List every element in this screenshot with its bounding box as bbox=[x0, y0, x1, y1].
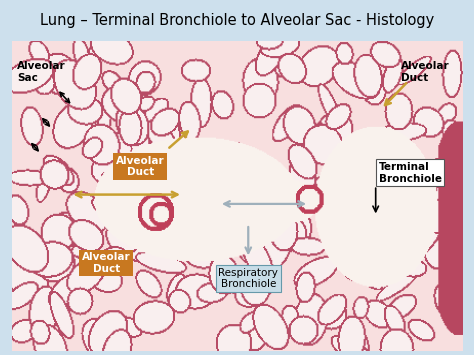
Text: Respiratory
Bronchiole: Respiratory Bronchiole bbox=[219, 268, 278, 289]
Text: Alveolar
Duct: Alveolar Duct bbox=[116, 156, 164, 178]
Text: Lung – Terminal Bronchiole to Alveolar Sac - Histology: Lung – Terminal Bronchiole to Alveolar S… bbox=[40, 13, 434, 28]
Text: Alveolar
Sac: Alveolar Sac bbox=[17, 61, 66, 83]
Text: Alveolar
Duct: Alveolar Duct bbox=[401, 61, 450, 83]
Text: Alveolar
Duct: Alveolar Duct bbox=[82, 252, 131, 274]
Text: Terminal
Bronchiole: Terminal Bronchiole bbox=[379, 162, 442, 184]
